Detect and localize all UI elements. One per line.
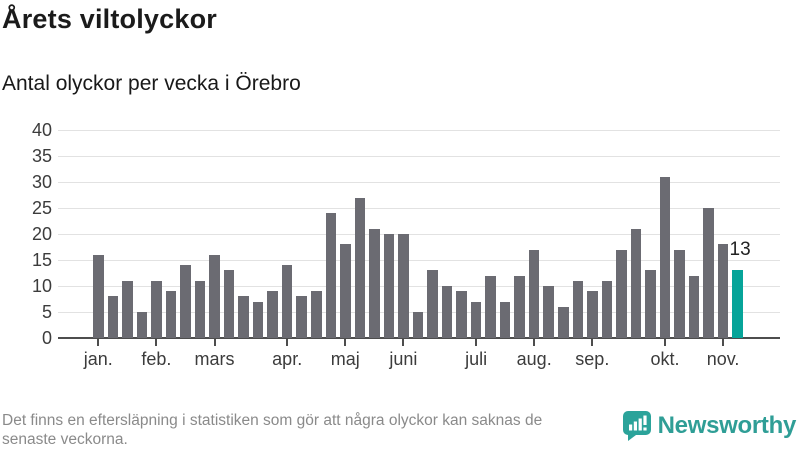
x-tick-label-juli: juli (465, 349, 488, 369)
x-tick-label-okt: okt. (650, 349, 680, 369)
bar-week-44 (717, 244, 729, 338)
bar-week-11 (238, 296, 249, 338)
bar-week-12 (252, 301, 264, 338)
x-tick-apr (286, 338, 289, 346)
x-tick-label-maj: maj (330, 349, 360, 369)
footnote: Det finns en eftersläpning i statistiken… (2, 411, 632, 449)
y-tick-label-25: 25 (31, 198, 52, 218)
bar-week-39 (645, 270, 656, 338)
bar-week-9 (209, 254, 220, 338)
footnote-line2: senaste veckorna. (2, 431, 128, 448)
bar-week-30 (514, 275, 525, 338)
bar-week-21 (383, 234, 395, 338)
x-tick-label-nov: nov. (706, 349, 740, 369)
bar-week-26 (456, 291, 467, 338)
gridline-20 (58, 234, 780, 235)
bar-week-1 (93, 254, 104, 338)
x-tick-label-feb: feb. (141, 349, 172, 369)
x-tick-jan (97, 338, 100, 346)
bar-week-41 (674, 249, 685, 338)
bar-week-23 (412, 312, 424, 338)
bar-week-17 (325, 213, 337, 338)
bar-week-13 (267, 291, 278, 338)
bar-week-2 (107, 296, 119, 338)
bar-week-22 (398, 234, 409, 338)
gridline-35 (58, 156, 780, 157)
bar-week-40 (659, 176, 671, 338)
bar-week-31 (528, 249, 540, 338)
x-tick-feb (155, 338, 158, 346)
gridline-15 (58, 260, 780, 261)
bar-week-14 (281, 265, 293, 338)
bar-week-5 (151, 280, 162, 338)
y-tick-label-35: 35 (31, 146, 52, 166)
bar-week-43 (703, 208, 714, 338)
x-tick-label-aug: aug. (516, 349, 552, 369)
newsworthy-logo-icon (622, 411, 651, 441)
bar-week-10 (223, 270, 235, 338)
bar-week-18 (340, 244, 351, 338)
bar-week-7 (180, 265, 191, 338)
x-tick-label-jan: jan. (83, 349, 113, 369)
bar-week-35 (587, 291, 598, 338)
bar-week-3 (122, 280, 133, 338)
y-axis-labels: 0 5 10 15 20 25 30 35 40 (0, 120, 52, 348)
bar-week-42 (688, 275, 700, 338)
x-tick-maj (344, 338, 347, 346)
y-tick-label-30: 30 (31, 172, 52, 192)
bar-week-8 (194, 280, 206, 338)
x-tick-nov (722, 338, 725, 346)
plot-area: jan. feb. mars apr. maj juni juli aug. sep. okt. n… (58, 130, 780, 369)
bar-week-19 (354, 197, 366, 338)
gridline-30 (58, 182, 780, 183)
bar-week-20 (369, 228, 380, 338)
y-tick-label-5: 5 (41, 302, 52, 322)
bar-week-16 (311, 291, 322, 338)
x-tick-label-juni: juni (389, 349, 418, 369)
bar-week-4 (136, 312, 148, 338)
newsworthy-logo-text: Newsworthy (657, 412, 797, 439)
x-tick-label-apr: apr. (272, 349, 303, 369)
x-tick-label-mars: mars (194, 349, 235, 369)
bar-week-38 (630, 228, 642, 338)
bar-week-28 (485, 275, 496, 338)
bar-week-15 (296, 296, 307, 338)
y-tick-label-10: 10 (31, 276, 52, 296)
y-tick-label-0: 0 (41, 328, 52, 348)
bar-week-33 (558, 306, 569, 338)
bar-week-36 (601, 280, 613, 338)
x-axis-line (58, 337, 780, 339)
footnote-line1: Det finns en eftersläpning i statistiken… (2, 412, 543, 429)
x-tick-mars (213, 338, 216, 346)
chart-subtitle: Antal olyckor per vecka i Örebro (2, 72, 301, 95)
x-tick-juni (402, 338, 405, 346)
x-tick-label-sep: sep. (575, 349, 610, 369)
gridline-10 (58, 286, 780, 287)
bar-week-34 (572, 280, 584, 338)
bar-week-32 (543, 286, 554, 338)
x-tick-sep (591, 338, 594, 346)
bar-week-27 (470, 301, 482, 338)
bar-week-29 (499, 301, 511, 338)
newsworthy-logo: Newsworthy (622, 411, 797, 441)
y-tick-label-15: 15 (31, 250, 52, 270)
gridline-25 (58, 208, 780, 209)
bar-week-24 (427, 270, 438, 338)
bar-week-45-highlight (732, 270, 743, 338)
bar-week-6 (165, 291, 177, 338)
x-tick-juli (475, 338, 478, 346)
bar-week-25 (441, 286, 453, 338)
x-tick-okt (663, 338, 666, 346)
x-tick-aug (533, 338, 536, 346)
last-value-label: 13 (729, 239, 751, 260)
bar-week-37 (616, 249, 627, 338)
y-tick-label-20: 20 (31, 224, 52, 244)
gridline-40 (58, 130, 780, 131)
chart-title: Årets viltolyckor (2, 4, 217, 34)
y-tick-label-40: 40 (31, 120, 52, 140)
